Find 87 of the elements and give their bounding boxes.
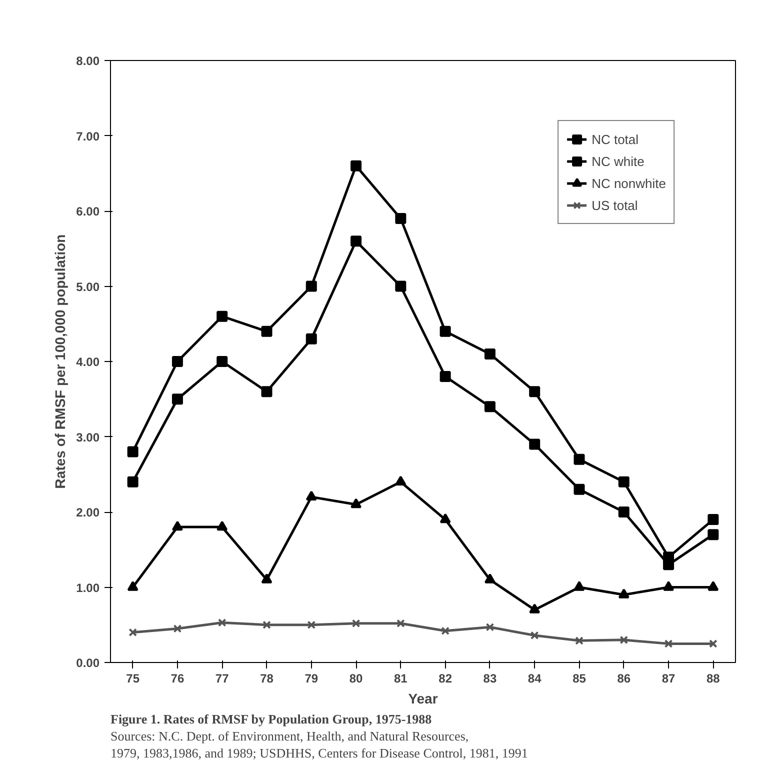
- point: [529, 438, 540, 450]
- point: [664, 640, 673, 648]
- x-tick-label: 81: [394, 672, 408, 686]
- point: [708, 514, 719, 526]
- y-tick-label: 6.00: [76, 204, 100, 218]
- point: [708, 581, 719, 591]
- x-tick-label: 85: [572, 672, 586, 686]
- point: [172, 394, 183, 405]
- y-tick-label: 4.00: [76, 355, 100, 369]
- y-axis-title: Rates of RMSF per 100,000 population: [52, 234, 68, 489]
- point: [663, 552, 674, 563]
- point: [261, 574, 272, 584]
- point: [530, 631, 539, 640]
- x-tick-label: 82: [438, 672, 452, 686]
- point: [127, 581, 138, 591]
- point: [620, 636, 628, 644]
- legend-label: NC total: [592, 132, 639, 146]
- point: [395, 213, 406, 224]
- point: [663, 581, 674, 591]
- point: [261, 326, 272, 337]
- x-tick-label: 84: [528, 672, 542, 686]
- point: [262, 620, 271, 630]
- y-tick-label: 2.00: [76, 506, 100, 520]
- point: [352, 619, 360, 628]
- y-tick-label: 1.00: [76, 580, 100, 595]
- point: [127, 446, 138, 458]
- point: [575, 636, 584, 645]
- x-axis-title: Year: [408, 690, 438, 706]
- x-tick-label: 78: [260, 672, 274, 686]
- point: [307, 620, 316, 630]
- point: [529, 386, 540, 398]
- point: [440, 326, 451, 337]
- point: [440, 371, 451, 382]
- point: [441, 626, 450, 636]
- point: [574, 484, 585, 495]
- legend-label: NC white: [592, 154, 644, 168]
- legend-label: NC nonwhite: [592, 176, 666, 190]
- point: [529, 604, 540, 614]
- point: [306, 333, 317, 344]
- x-tick-label: 79: [304, 672, 318, 686]
- text: Figure 1. Rates of RMSF by Population Group, 1975-1988: [110, 712, 432, 726]
- legend-label: US total: [592, 198, 638, 212]
- point: [484, 574, 496, 584]
- point: [306, 490, 317, 501]
- point: [350, 160, 362, 172]
- point: [350, 236, 362, 247]
- x-tick-label: 77: [215, 672, 230, 686]
- x-tick-label: 86: [617, 672, 631, 686]
- point: [618, 588, 630, 598]
- point: [127, 476, 138, 488]
- point: [574, 454, 585, 465]
- point: [618, 476, 630, 488]
- point: [128, 628, 138, 637]
- point: [395, 476, 406, 486]
- x-tick-label: 88: [706, 672, 720, 686]
- point: [218, 618, 226, 627]
- y-tick-label: 3.00: [76, 430, 100, 444]
- x-tick-label: 83: [483, 672, 497, 686]
- x-tick-label: 76: [170, 672, 184, 686]
- point: [395, 280, 406, 292]
- text: 1979, 1983,1986, and 1989; USDHHS, Centers for Disease Control, 1981, 1991: [110, 746, 528, 760]
- point: [261, 386, 272, 398]
- y-tick-label: 8.00: [76, 54, 100, 68]
- source-note: Sources: N.C. Dept. of Environment, Health, and Natural Resources,: [110, 728, 469, 744]
- point: [396, 619, 405, 628]
- point: [173, 624, 182, 633]
- point: [216, 310, 228, 322]
- point: [216, 520, 228, 531]
- point: [172, 520, 183, 531]
- point: [350, 498, 362, 508]
- y-tick-label: 0.00: [76, 656, 100, 670]
- point: [486, 622, 494, 632]
- point: [306, 280, 317, 292]
- point: [484, 348, 496, 360]
- point: [216, 356, 228, 367]
- point: [440, 513, 451, 524]
- point: [172, 356, 183, 367]
- y-tick-label: 7.00: [76, 129, 100, 144]
- y-tick-label: 5.00: [76, 280, 100, 294]
- x-tick-label: 75: [126, 672, 140, 686]
- x-tick-label: 80: [349, 672, 364, 686]
- point: [574, 581, 585, 591]
- point: [618, 506, 630, 518]
- point: [708, 529, 719, 540]
- point: [708, 640, 718, 648]
- point: [484, 401, 496, 412]
- x-tick-label: 87: [662, 672, 676, 686]
